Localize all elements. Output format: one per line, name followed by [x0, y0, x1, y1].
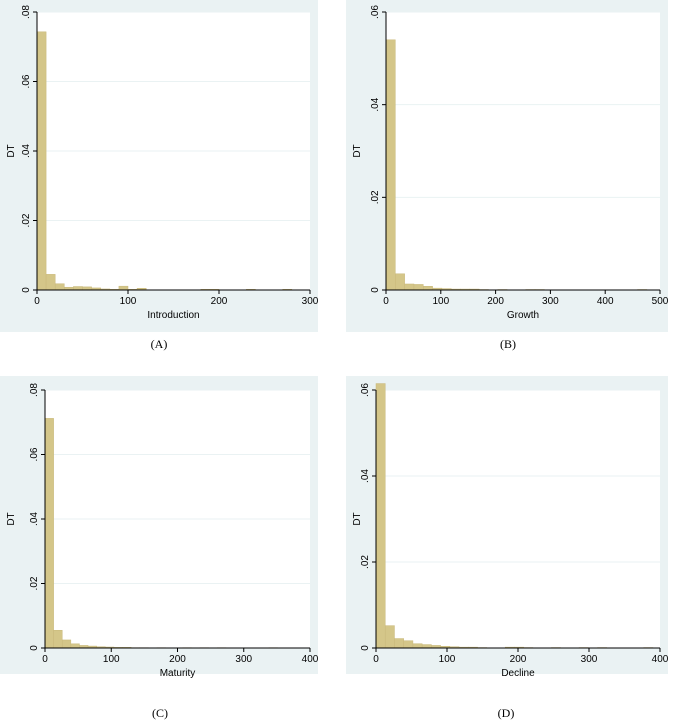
chart-d-xtick-label: 100 — [439, 654, 456, 665]
chart-a-xtick-label: 100 — [120, 296, 137, 307]
caption-a: (A) — [150, 337, 168, 351]
chart-panel-a: 0 .02 .04 .06 .08 0 100 200 300 Introduction DT — [0, 0, 319, 332]
chart-c-bar — [53, 630, 63, 649]
chart-c-bar — [70, 643, 80, 649]
chart-c-xtick-label: 200 — [169, 654, 186, 665]
chart-c-xtick-label: 100 — [103, 654, 120, 665]
chart-a-bar — [118, 285, 129, 291]
chart-b-ytick-label: .04 — [370, 97, 381, 111]
caption-c: (C) — [152, 706, 168, 720]
chart-a-svg: 0 .02 .04 .06 .08 0 100 200 300 Introduction DT — [6, 5, 319, 321]
caption-b: (B) — [500, 337, 516, 351]
chart-b-svg: 0 .02 .04 .06 0 100 200 300 400 500 Growth DT — [352, 5, 669, 321]
chart-c-bar — [44, 418, 54, 649]
chart-d-ytick-label: 0 — [360, 645, 371, 651]
chart-c-bar — [61, 639, 72, 649]
chart-b-ytick-label: .02 — [370, 190, 381, 204]
chart-c-ytick-label: .08 — [29, 383, 40, 397]
chart-c-ytick-label: .06 — [29, 447, 40, 461]
chart-c-x-title: Maturity — [160, 668, 196, 679]
chart-d-xtick-label: 200 — [510, 654, 527, 665]
chart-c-ytick-label: .02 — [29, 576, 40, 590]
chart-b-x-title: Growth — [507, 310, 539, 321]
chart-d-xtick-label: 400 — [652, 654, 669, 665]
chart-b-bar — [404, 283, 415, 291]
chart-a-xtick-label: 200 — [211, 296, 228, 307]
chart-c-svg: 0 .02 .04 .06 .08 0 100 200 300 400 Maturity DT — [6, 383, 319, 679]
chart-c-ytick-label: 0 — [29, 645, 40, 651]
chart-c-xtick-label: 400 — [302, 654, 319, 665]
chart-b-xtick-label: 400 — [597, 296, 614, 307]
chart-panel-c: 0 .02 .04 .06 .08 0 100 200 300 400 Maturity DT — [0, 376, 319, 679]
chart-d-bar — [421, 644, 432, 649]
chart-d-ytick-label: .04 — [360, 469, 371, 483]
chart-a-xtick-label: 0 — [34, 296, 40, 307]
chart-a-ytick-label: .08 — [21, 5, 32, 19]
chart-a-ytick-label: .02 — [21, 213, 32, 227]
chart-a-ytick-label: .04 — [21, 144, 32, 158]
chart-d-x-title: Decline — [501, 668, 535, 679]
chart-c-xtick-label: 0 — [42, 654, 48, 665]
chart-b-xtick-label: 500 — [652, 296, 669, 307]
chart-b-bar — [395, 273, 405, 291]
chart-d-bar — [412, 643, 423, 649]
chart-b-ytick-label: 0 — [370, 287, 381, 293]
chart-b-xtick-label: 100 — [432, 296, 449, 307]
chart-b-bar — [413, 284, 424, 291]
chart-d-ytick-label: .02 — [360, 555, 371, 569]
chart-a-bar — [54, 283, 65, 291]
chart-d-plot-area — [376, 390, 660, 648]
chart-a-ytick-label: 0 — [21, 287, 32, 293]
chart-d-ytick-label: .06 — [360, 383, 371, 397]
chart-d-bar — [394, 638, 404, 649]
chart-a-bar — [73, 286, 83, 291]
chart-b-bar — [423, 286, 433, 291]
chart-panel-d: 0 .02 .04 .06 0 100 200 300 400 Decline DT — [346, 376, 669, 679]
chart-b-plot-area — [386, 12, 660, 290]
chart-a-bar — [36, 31, 47, 291]
chart-b-xtick-label: 300 — [542, 296, 559, 307]
chart-d-y-title: DT — [352, 512, 363, 525]
chart-a-ytick-label: .06 — [21, 74, 32, 88]
chart-d-svg: 0 .02 .04 .06 0 100 200 300 400 Decline DT — [352, 383, 669, 679]
chart-a-bar — [45, 274, 56, 291]
chart-d-bar — [384, 625, 395, 649]
chart-a-x-title: Introduction — [147, 310, 199, 321]
chart-b-ytick-label: .06 — [370, 5, 381, 19]
chart-d-xtick-label: 300 — [581, 654, 598, 665]
chart-b-bar — [385, 39, 396, 291]
chart-b-y-title: DT — [352, 144, 363, 157]
chart-d-bar — [403, 640, 414, 649]
chart-c-y-title: DT — [6, 512, 17, 525]
chart-c-xtick-label: 300 — [235, 654, 252, 665]
chart-b-xtick-label: 0 — [383, 296, 389, 307]
chart-d-bar — [375, 383, 386, 649]
caption-d: (D) — [497, 706, 515, 720]
chart-panel-b: 0 .02 .04 .06 0 100 200 300 400 500 Growth DT — [346, 0, 669, 332]
chart-a-xtick-label: 300 — [302, 296, 319, 307]
chart-a-y-title: DT — [6, 144, 17, 157]
chart-d-xtick-label: 0 — [373, 654, 379, 665]
chart-c-ytick-label: .04 — [29, 512, 40, 526]
chart-b-xtick-label: 200 — [487, 296, 504, 307]
